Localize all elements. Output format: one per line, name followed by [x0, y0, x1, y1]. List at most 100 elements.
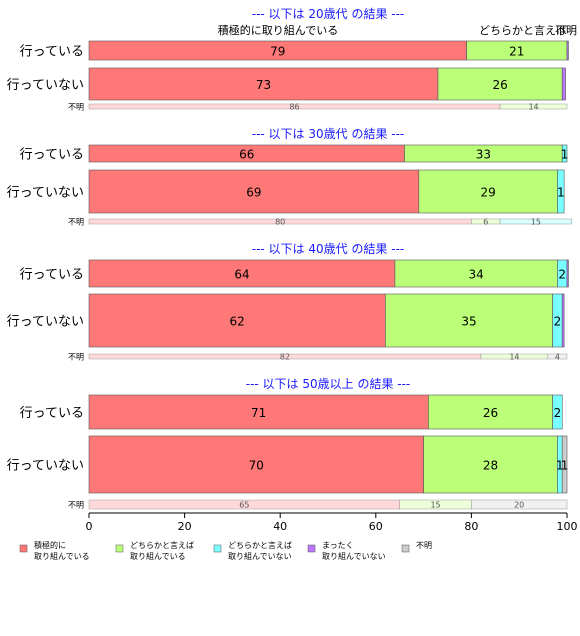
row-label: 行っている: [20, 406, 84, 421]
row-label: 行っていない: [7, 186, 84, 201]
data-label: 1: [557, 186, 565, 200]
row-label: 不明: [68, 353, 84, 362]
panel-0: --- 以下は 20歳代 の結果 --- 79 21 行っている 73 26 行っていない 8…: [7, 7, 569, 112]
top-label-0: 積極的に取り組んでいる: [218, 23, 338, 37]
data-label: 14: [509, 353, 519, 362]
panel-3: --- 以下は 50歳以上 の結果 --- 71 26 2 行っている 70 28 11 行って…: [7, 377, 569, 510]
bar-segment: [385, 293, 553, 348]
data-label: 66: [239, 148, 254, 162]
bar-segment: [566, 259, 569, 288]
bar-segment: [88, 67, 439, 101]
legend-label: 取り組んでいない: [228, 551, 292, 561]
row-label: 不明: [68, 103, 84, 112]
data-label: 2: [554, 315, 562, 329]
x-tick-label: 60: [369, 520, 383, 533]
top-label-2: 不明: [555, 24, 577, 37]
data-label: 71: [251, 406, 266, 420]
row-label: 行っている: [20, 45, 84, 60]
bar-segment: [437, 67, 563, 101]
row-label: 行っていない: [7, 315, 84, 330]
data-label: 70: [249, 459, 264, 473]
bar-segment: [547, 353, 568, 360]
panel-title: --- 以下は 40歳代 の結果 ---: [252, 242, 405, 256]
bar-segment: [499, 103, 568, 110]
legend-item: 不明: [401, 541, 432, 553]
unknown-row: 86 14 不明: [68, 103, 568, 112]
bar-segment: [561, 144, 568, 163]
data-label: 29: [480, 186, 495, 200]
unknown-row: 65 15 20 不明: [68, 499, 568, 510]
bar-segment: [418, 169, 558, 214]
data-label: 1: [561, 459, 569, 473]
legend-label: 取り組んでいない: [322, 551, 386, 561]
data-label: 35: [461, 315, 476, 329]
data-label: 1: [556, 459, 564, 473]
data-label: 4: [555, 353, 560, 362]
legend-swatch: [401, 544, 410, 553]
panel-title: --- 以下は 20歳代 の結果 ---: [252, 7, 405, 21]
legend-item: 積極的に取り組んでいる: [19, 540, 90, 561]
panel-title: --- 以下は 50歳以上 の結果 ---: [246, 377, 411, 391]
data-label: 26: [483, 406, 498, 420]
bar-row: 62 35 2 行っていない: [7, 293, 565, 348]
bar-row: 79 21 行っている: [20, 40, 569, 61]
legend-label: 取り組んでいる: [130, 551, 186, 561]
data-label: 20: [514, 501, 524, 510]
x-tick-label: 20: [178, 520, 192, 533]
data-label: 64: [234, 268, 249, 282]
data-label: 82: [280, 353, 290, 362]
data-label: 26: [492, 78, 507, 92]
data-label: 28: [483, 459, 498, 473]
row-label: 不明: [68, 501, 84, 510]
x-axis: 0 20 40 60 80 100: [86, 512, 578, 533]
row-label: 行っている: [20, 268, 84, 283]
panel-title: --- 以下は 30歳代 の結果 ---: [252, 127, 405, 141]
legend-swatch: [307, 544, 316, 553]
row-label: 不明: [68, 218, 84, 227]
data-label: 6: [483, 218, 488, 227]
bar-segment: [557, 169, 565, 214]
top-label-1: どちらかと言えば: [479, 24, 567, 37]
bar-row: 70 28 11 行っていない: [7, 435, 569, 494]
data-label: 21: [509, 45, 524, 59]
data-label: 80: [275, 218, 285, 227]
bar-row: 69 29 1 行っていない: [7, 169, 565, 214]
bar-row: 71 26 2 行っている: [20, 394, 563, 430]
bar-segment: [499, 218, 573, 225]
data-label: 62: [230, 315, 245, 329]
x-tick-label: 0: [86, 520, 93, 533]
data-label: 86: [289, 103, 299, 112]
legend-swatch: [19, 544, 28, 553]
bar-segment: [88, 259, 396, 288]
data-label: 1: [561, 148, 569, 162]
bar-segment: [394, 259, 558, 288]
legend-label: 取り組んでいる: [34, 551, 90, 561]
bar-row: 64 34 2 行っている: [20, 259, 569, 288]
data-label: 34: [469, 268, 484, 282]
data-label: 73: [256, 78, 271, 92]
bar-segment: [88, 394, 429, 430]
data-label: 65: [239, 501, 249, 510]
legend-label: どちらかと言えば: [130, 540, 194, 550]
legend-swatch: [115, 544, 124, 553]
legend: 積極的に取り組んでいるどちらかと言えば取り組んでいるどちらかと言えば取り組んでい…: [19, 540, 432, 561]
legend-label: 不明: [416, 541, 432, 550]
bar-segment: [561, 293, 565, 348]
bar-segment: [471, 499, 568, 510]
data-label: 2: [558, 268, 566, 282]
legend-label: 積極的に: [34, 540, 66, 550]
panel-1: --- 以下は 30歳代 の結果 --- 66 33 1 行っている 69 29 1 行っていな…: [7, 127, 573, 227]
row-label: 行っていない: [7, 78, 84, 93]
x-tick-label: 80: [464, 520, 478, 533]
legend-swatch: [213, 544, 222, 553]
data-label: 2: [554, 406, 562, 420]
panel-2: --- 以下は 40歳代 の結果 ---64 34 2 行っている 62 35 2 行っていな…: [7, 242, 569, 362]
unknown-row: 82 14 4 不明: [68, 353, 568, 362]
x-tick-label: 100: [557, 520, 578, 533]
legend-label: どちらかと言えば: [228, 540, 292, 550]
bar-segment: [561, 67, 566, 101]
x-tick-label: 40: [273, 520, 287, 533]
